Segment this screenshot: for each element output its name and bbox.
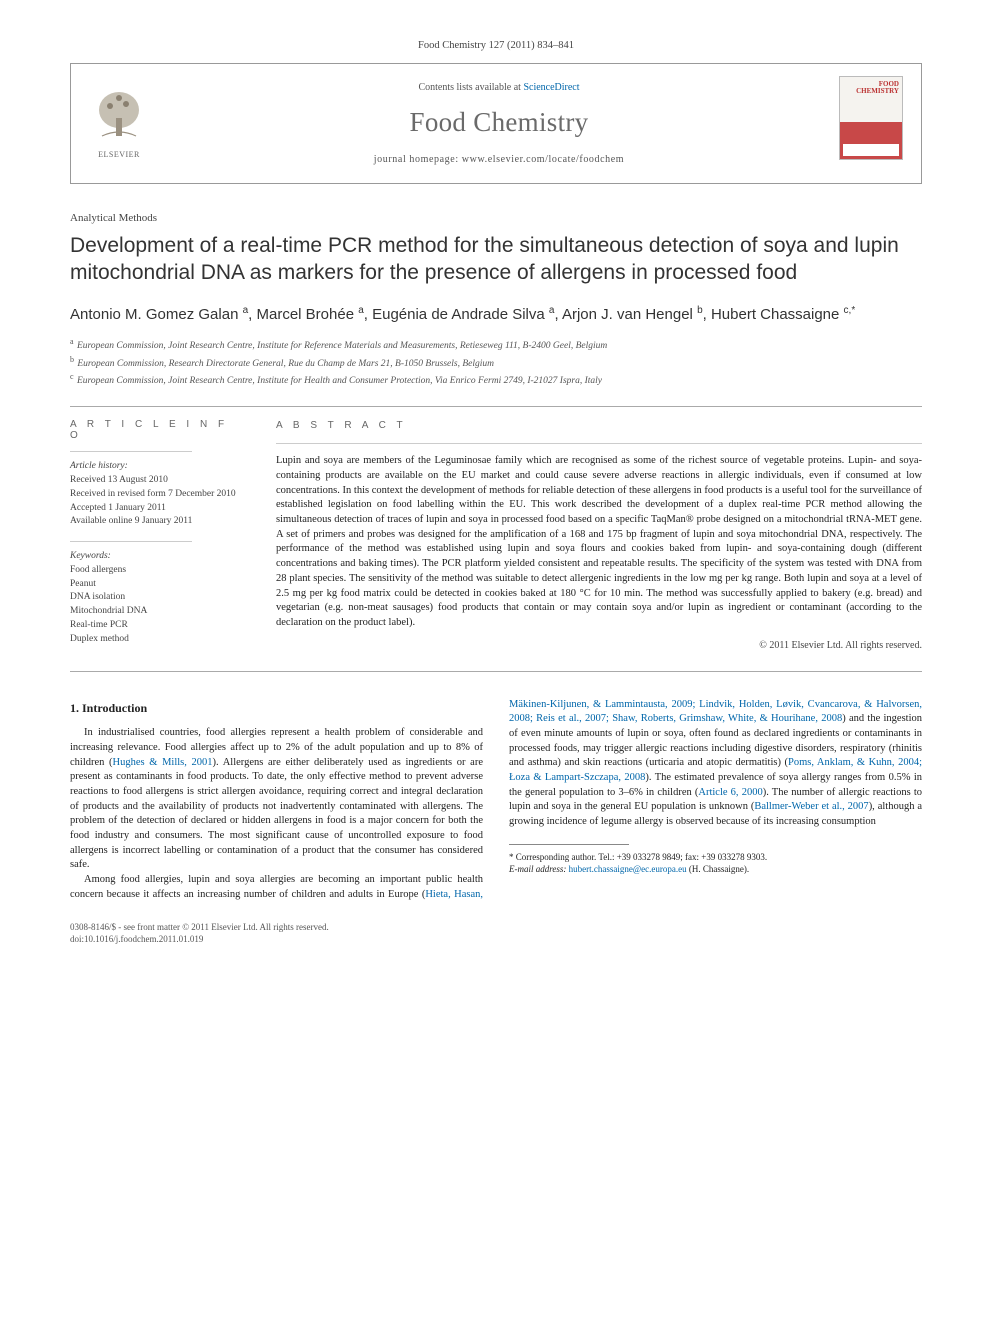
keyword: Mitochondrial DNA [70,605,244,619]
history-line: Received in revised form 7 December 2010 [70,488,244,502]
corresponding-author-footnote: * Corresponding author. Tel.: +39 033278… [509,851,922,876]
elsevier-tree-icon [92,88,146,148]
footer-doi: doi:10.1016/j.foodchem.2011.01.019 [70,933,922,946]
page-footer: 0308-8146/$ - see front matter © 2011 El… [70,921,922,946]
cover-title: FOOD CHEMISTRY [840,81,899,95]
homepage-url[interactable]: www.elsevier.com/locate/foodchem [462,154,624,165]
journal-name: Food Chemistry [169,107,829,138]
keyword: Real-time PCR [70,619,244,633]
sciencedirect-link[interactable]: ScienceDirect [523,82,579,93]
keyword: Duplex method [70,633,244,647]
abstract-heading: A B S T R A C T [276,419,922,433]
affiliation-line: c European Commission, Joint Research Ce… [70,371,922,388]
article-info-heading: A R T I C L E I N F O [70,419,244,441]
abstract-copyright: © 2011 Elsevier Ltd. All rights reserved… [276,639,922,653]
abstract-text: Lupin and soya are members of the Legumi… [276,454,922,630]
article-title: Development of a real-time PCR method fo… [70,232,922,287]
email-link[interactable]: hubert.chassaigne@ec.europa.eu [569,864,687,874]
article-section-label: Analytical Methods [70,212,922,224]
body-two-column: 1. Introduction In industrialised countr… [70,698,922,903]
info-abstract-container: A R T I C L E I N F O Article history: R… [70,406,922,671]
footnote-email-line: E-mail address: hubert.chassaigne@ec.eur… [509,863,922,876]
publisher-name: ELSEVIER [98,150,140,159]
journal-cover-thumbnail: FOOD CHEMISTRY [839,76,903,160]
section-heading-introduction: 1. Introduction [70,700,483,717]
article-history-block: Article history: Received 13 August 2010… [70,460,244,529]
footnote-line: * Corresponding author. Tel.: +39 033278… [509,851,922,864]
history-line: Accepted 1 January 2011 [70,502,244,516]
body-text: ). Allergens are either deliberately use… [70,757,483,856]
citation-link[interactable]: Ballmer-Weber et al., 2007 [754,801,868,812]
keyword: Peanut [70,578,244,592]
homepage-prefix: journal homepage: [374,154,462,165]
abstract-column: A B S T R A C T Lupin and soya are membe… [258,407,922,670]
citation-link[interactable]: Article 6, 2000 [698,787,762,798]
footer-front-matter: 0308-8146/$ - see front matter © 2011 El… [70,921,922,934]
affiliations-list: a European Commission, Joint Research Ce… [70,336,922,388]
email-label: E-mail address: [509,864,569,874]
keywords-label: Keywords: [70,550,244,564]
cover-footer-strip [843,144,899,156]
keywords-block: Keywords: Food allergens Peanut DNA isol… [70,550,244,646]
body-text: Among food allergies, lupin and soya all… [70,874,483,900]
history-line: Available online 9 January 2011 [70,515,244,529]
authors-list: Antonio M. Gomez Galan a, Marcel Brohée … [70,303,922,327]
affiliation-line: b European Commission, Research Director… [70,354,922,371]
email-tail: (H. Chassaigne). [687,864,750,874]
divider [276,443,922,444]
header-center: Contents lists available at ScienceDirec… [159,76,839,171]
history-label: Article history: [70,460,244,474]
journal-header-box: ELSEVIER Contents lists available at Sci… [70,63,922,184]
article-info-column: A R T I C L E I N F O Article history: R… [70,407,258,670]
history-line: Received 13 August 2010 [70,474,244,488]
divider [70,541,192,542]
journal-reference: Food Chemistry 127 (2011) 834–841 [70,40,922,51]
contents-available-line: Contents lists available at ScienceDirec… [169,82,829,93]
journal-homepage-line: journal homepage: www.elsevier.com/locat… [169,154,829,165]
keyword: DNA isolation [70,591,244,605]
contents-prefix: Contents lists available at [418,82,523,93]
affiliation-line: a European Commission, Joint Research Ce… [70,336,922,353]
footnote-separator [509,844,629,845]
citation-link[interactable]: Hughes & Mills, 2001 [113,757,213,768]
elsevier-logo: ELSEVIER [89,76,159,171]
body-paragraph: In industrialised countries, food allerg… [70,726,483,873]
divider [70,451,192,452]
keyword: Food allergens [70,564,244,578]
